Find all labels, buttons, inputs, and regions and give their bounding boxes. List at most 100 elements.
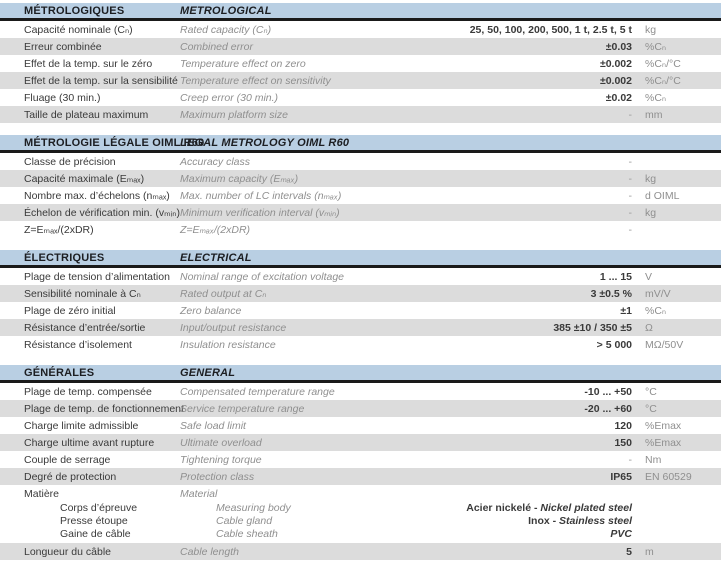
- table-row: Plage de tension d’alimentation Nominal …: [0, 268, 721, 285]
- subrow-label-fr: Corps d’épreuve: [60, 501, 138, 514]
- row-unit: kg: [645, 23, 657, 36]
- row-unit: %Cₙ/°C: [645, 74, 681, 87]
- row-label-en: Zero balance: [180, 304, 242, 317]
- row-value: ±0.03: [605, 40, 632, 53]
- row-label-en: Input/output resistance: [180, 321, 287, 334]
- row-value: ±1: [620, 304, 632, 317]
- table-row: Longueur du câble Cable length 5 m: [0, 543, 721, 560]
- subrow-value: Inox - Stainless steel: [528, 514, 632, 527]
- row-label-fr: Capacité maximale (Eₘₐₓ): [24, 172, 145, 185]
- row-value: 120: [614, 419, 632, 432]
- row-value: -: [628, 206, 633, 219]
- table-row: Charge ultime avant rupture Ultimate ove…: [0, 434, 721, 451]
- row-label-en: Temperature effect on zero: [180, 57, 306, 70]
- row-unit: %Emax: [645, 419, 682, 432]
- table-row: Classe de précision Accuracy class -: [0, 153, 721, 170]
- row-label-en: Rated output at Cₙ: [180, 287, 267, 300]
- row-unit: EN 60529: [645, 470, 692, 483]
- row-unit: °C: [645, 385, 657, 398]
- subrow-label-en: Cable sheath: [216, 527, 278, 540]
- section-title-en: ELECTRICAL: [180, 251, 252, 264]
- row-value: > 5 000: [596, 338, 632, 351]
- row-label-en: Max. number of LC intervals (nₘₐₓ): [180, 189, 342, 202]
- row-unit: d OIML: [645, 189, 680, 202]
- row-value: IP65: [610, 470, 632, 483]
- section-metrological: MÉTROLOGIQUES METROLOGICAL Capacité nomi…: [0, 3, 721, 123]
- row-label-fr: Résistance d’isolement: [24, 338, 132, 351]
- row-unit: m: [645, 545, 654, 558]
- row-label-en: Protection class: [180, 470, 255, 483]
- subrow-label-fr: Gaine de câble: [60, 527, 131, 540]
- table-row: Échelon de vérification min. (vₘᵢₙ) Mini…: [0, 204, 721, 221]
- row-value: -: [628, 189, 633, 202]
- row-value: -: [628, 108, 633, 121]
- row-label-fr: Nombre max. d’échelons (nₘₐₓ): [24, 189, 170, 202]
- row-value: 25, 50, 100, 200, 500, 1 t, 2.5 t, 5 t: [469, 23, 632, 36]
- row-unit: V: [645, 270, 653, 283]
- table-row: Capacité maximale (Eₘₐₓ) Maximum capacit…: [0, 170, 721, 187]
- subrow-label-en: Measuring body: [216, 501, 291, 514]
- subrow-label-en: Cable gland: [216, 514, 273, 527]
- table-row: Effet de la temp. sur la sensibilité Tem…: [0, 72, 721, 89]
- row-label-fr: Degré de protection: [24, 470, 117, 483]
- table-row: Nombre max. d’échelons (nₘₐₓ) Max. numbe…: [0, 187, 721, 204]
- table-row: Résistance d’isolement Insulation resist…: [0, 336, 721, 353]
- table-row: Charge limite admissible Safe load limit…: [0, 417, 721, 434]
- row-value: 385 ±10 / 350 ±5: [553, 321, 632, 334]
- row-value: -20 ... +60: [584, 402, 632, 415]
- row-label-en: Maximum capacity (Eₘₐₓ): [180, 172, 299, 185]
- row-label-en: Creep error (30 min.): [180, 91, 279, 104]
- table-row: Z=Eₘₐₓ/(2xDR) Z=Eₘₐₓ/(2xDR) -: [0, 221, 721, 238]
- row-value: -: [628, 155, 633, 168]
- section-header-metrological: MÉTROLOGIQUES METROLOGICAL: [0, 3, 721, 21]
- row-unit: °C: [645, 402, 657, 415]
- section-header-electrical: ÉLECTRIQUES ELECTRICAL: [0, 250, 721, 268]
- section-title-fr: MÉTROLOGIQUES: [24, 4, 125, 17]
- row-label-en: Temperature effect on sensitivity: [180, 74, 331, 87]
- row-label-en: Nominal range of excitation voltage: [180, 270, 345, 283]
- table-row: Capacité nominale (Cₙ) Rated capacity (C…: [0, 21, 721, 38]
- section-title-fr: MÉTROLOGIE LÉGALE OIML R60: [24, 136, 205, 149]
- row-value: -: [628, 453, 633, 466]
- row-label-en: Tightening torque: [180, 453, 262, 466]
- table-row: Plage de temp. de fonctionnement Service…: [0, 400, 721, 417]
- row-label-fr: Couple de serrage: [24, 453, 111, 466]
- table-row: Sensibilité nominale à Cₙ Rated output a…: [0, 285, 721, 302]
- row-label-fr: Fluage (30 min.): [24, 91, 101, 104]
- row-unit: %Cₙ/°C: [645, 57, 681, 70]
- section-electrical: ÉLECTRIQUES ELECTRICAL Plage de tension …: [0, 250, 721, 353]
- row-label-en: Rated capacity (Cₙ): [180, 23, 272, 36]
- row-label-en: Safe load limit: [180, 419, 246, 432]
- row-label-fr: Classe de précision: [24, 155, 116, 168]
- row-label-en: Material: [180, 488, 218, 500]
- row-unit: %Emax: [645, 436, 682, 449]
- row-value: -: [628, 172, 633, 185]
- section-header-legal-metrology: MÉTROLOGIE LÉGALE OIML R60 LEGAL METROLO…: [0, 135, 721, 153]
- row-value: ±0.02: [605, 91, 632, 104]
- row-unit: kg: [645, 172, 657, 185]
- row-label-en: Insulation resistance: [180, 338, 276, 351]
- subrow-value: PVC: [610, 527, 632, 540]
- row-label-fr: Longueur du câble: [24, 545, 111, 558]
- row-label-fr: Charge ultime avant rupture: [24, 436, 155, 449]
- row-label-fr: Taille de plateau maximum: [24, 108, 149, 121]
- section-title-fr: ÉLECTRIQUES: [24, 251, 105, 264]
- row-label-en: Minimum verification interval (vₘᵢₙ): [180, 206, 340, 219]
- table-row: Erreur combinée Combined error ±0.03 %Cₙ: [0, 38, 721, 55]
- table-row: Fluage (30 min.) Creep error (30 min.) ±…: [0, 89, 721, 106]
- row-unit: %Cₙ: [645, 91, 667, 104]
- row-label-en: Ultimate overload: [180, 436, 262, 449]
- row-label-fr: Sensibilité nominale à Cₙ: [24, 287, 141, 300]
- row-label-fr: Effet de la temp. sur le zéro: [24, 57, 153, 70]
- row-label-fr: Matière: [24, 488, 60, 500]
- row-value: 1 ... 15: [599, 270, 632, 283]
- row-label-en: Compensated temperature range: [180, 385, 335, 398]
- row-label-fr: Z=Eₘₐₓ/(2xDR): [24, 223, 94, 236]
- row-label-fr: Plage de tension d’alimentation: [24, 270, 170, 283]
- row-label-fr: Effet de la temp. sur la sensibilité: [24, 74, 178, 87]
- row-value: ±0.002: [599, 57, 632, 70]
- section-title-en: METROLOGICAL: [180, 4, 272, 17]
- row-value: 3 ±0.5 %: [590, 287, 632, 300]
- section-title-en: GENERAL: [180, 366, 236, 379]
